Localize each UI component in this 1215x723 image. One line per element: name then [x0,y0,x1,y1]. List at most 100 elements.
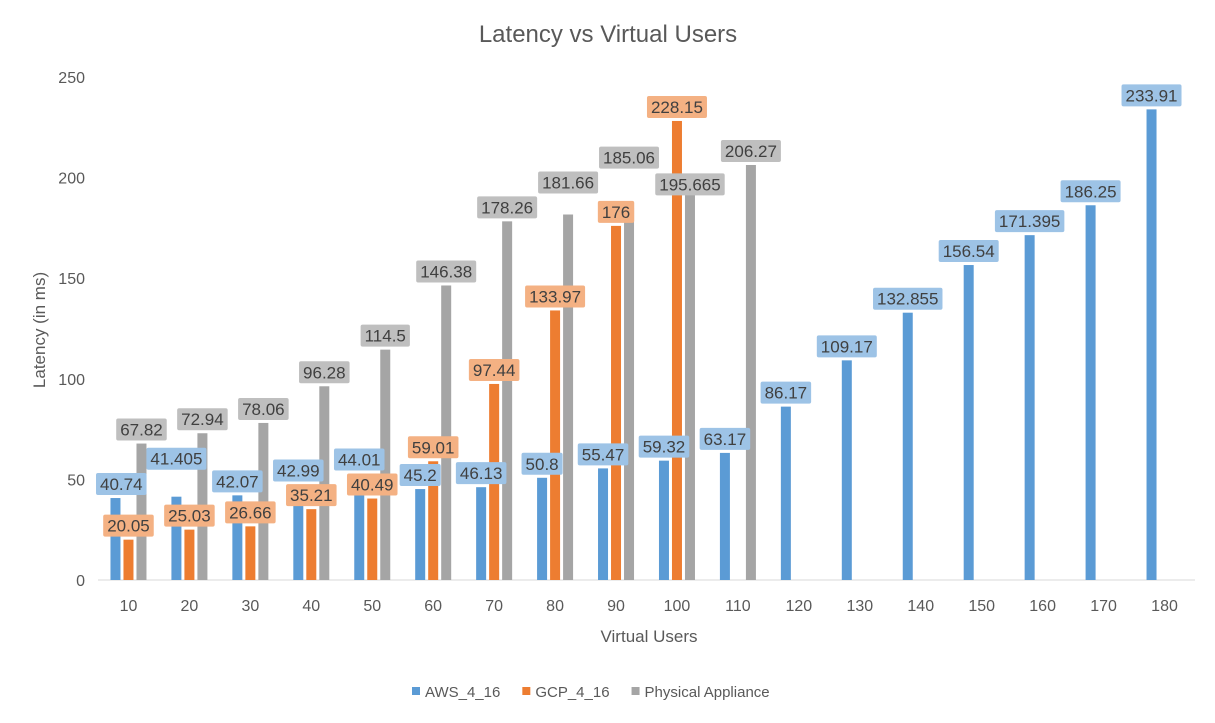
data-label: 78.06 [238,397,289,420]
data-label: 42.07 [212,470,263,493]
bar-physical-appliance [136,443,147,580]
bar-physical-appliance [319,386,330,580]
data-label: 40.74 [96,473,147,496]
svg-text:42.99: 42.99 [277,462,320,481]
bar-aws_4_16 [658,460,669,580]
data-label: 72.94 [177,408,228,431]
bar-aws_4_16 [476,487,487,580]
svg-text:25.03: 25.03 [168,507,211,526]
bar-physical-appliance [380,349,391,580]
svg-text:41.405: 41.405 [150,450,202,469]
y-tick-label: 100 [58,372,85,389]
data-label: 171.395 [994,210,1065,233]
data-label: 156.54 [938,240,999,263]
svg-text:181.66: 181.66 [542,174,594,193]
data-label: 176 [597,200,635,223]
bar-gcp_4_16 [367,498,378,580]
svg-text:55.47: 55.47 [582,445,625,464]
svg-text:35.21: 35.21 [290,486,333,505]
x-tick-label: 90 [607,598,625,615]
svg-text:40.74: 40.74 [100,475,143,494]
bar-physical-appliance [684,186,695,580]
bar-aws_4_16 [841,360,852,580]
x-axis-label: Virtual Users [601,627,698,646]
legend-swatch [631,687,640,695]
bar-gcp_4_16 [245,526,256,580]
bar-physical-appliance [441,285,452,580]
x-tick-label: 160 [1029,598,1056,615]
data-label: 42.99 [273,459,324,482]
svg-text:86.17: 86.17 [765,384,808,403]
data-label: 185.06 [599,146,660,169]
data-label: 132.855 [873,287,943,310]
data-label: 195.665 [655,173,725,196]
svg-text:185.06: 185.06 [603,149,655,168]
bar-physical-appliance [624,207,635,580]
data-label: 67.82 [116,418,167,441]
data-label: 20.05 [103,514,154,537]
bar-aws_4_16 [780,406,791,580]
legend-label: AWS_4_16 [425,684,500,701]
data-label: 59.01 [407,436,459,459]
data-label: 206.27 [720,139,781,162]
data-label: 63.17 [699,427,751,450]
data-label: 109.17 [816,335,877,358]
bar-aws_4_16 [110,498,121,580]
bar-aws_4_16 [719,452,730,580]
x-tick-label: 70 [485,598,503,615]
data-label: 133.97 [525,285,586,308]
x-tick-label: 100 [664,598,691,615]
bar-aws_4_16 [963,265,974,580]
x-tick-label: 120 [786,598,813,615]
svg-text:44.01: 44.01 [338,450,381,469]
svg-text:78.06: 78.06 [242,400,285,419]
bar-aws_4_16 [1024,235,1035,580]
bar-gcp_4_16 [306,509,317,580]
bar-aws_4_16 [171,496,182,580]
data-label: 114.5 [360,324,410,347]
data-label: 59.32 [638,435,690,458]
x-tick-label: 180 [1151,598,1178,615]
data-label: 44.01 [333,448,385,471]
data-label: 146.38 [416,260,477,283]
svg-text:206.27: 206.27 [725,142,777,161]
data-label: 97.44 [468,358,520,381]
svg-text:72.94: 72.94 [181,410,224,429]
svg-text:46.13: 46.13 [460,464,503,483]
bar-physical-appliance [563,214,574,581]
data-label: 41.405 [146,447,207,470]
svg-text:50.8: 50.8 [526,455,559,474]
svg-text:156.54: 156.54 [943,242,995,261]
svg-text:96.28: 96.28 [303,363,346,382]
bar-aws_4_16 [232,495,243,580]
y-tick-label: 50 [67,472,85,489]
bar-aws_4_16 [537,477,548,580]
svg-text:114.5: 114.5 [365,327,406,346]
bar-physical-appliance [502,221,513,580]
bar-gcp_4_16 [428,461,439,580]
svg-text:228.15: 228.15 [651,98,703,117]
bar-aws_4_16 [1146,109,1157,580]
svg-text:133.97: 133.97 [529,287,581,306]
bar-aws_4_16 [1085,205,1096,580]
x-tick-label: 140 [907,598,934,615]
x-tick-label: 50 [363,598,381,615]
x-tick-label: 150 [968,598,995,615]
svg-text:233.91: 233.91 [1126,86,1178,105]
data-label: 186.25 [1060,180,1121,203]
data-label: 96.28 [299,361,350,384]
data-label: 45.2 [399,464,441,487]
data-label: 55.47 [577,443,629,466]
svg-text:63.17: 63.17 [704,430,747,449]
svg-text:67.82: 67.82 [120,421,163,440]
svg-text:178.26: 178.26 [481,198,533,217]
svg-text:176: 176 [602,203,630,222]
legend-label: GCP_4_16 [535,684,609,701]
y-axis-label: Latency (in ms) [30,272,49,388]
y-tick-label: 250 [58,70,85,87]
x-tick-label: 110 [725,598,751,615]
svg-text:97.44: 97.44 [473,361,516,380]
legend-swatch [522,687,531,695]
svg-text:195.665: 195.665 [659,175,720,194]
svg-text:171.395: 171.395 [999,212,1060,231]
